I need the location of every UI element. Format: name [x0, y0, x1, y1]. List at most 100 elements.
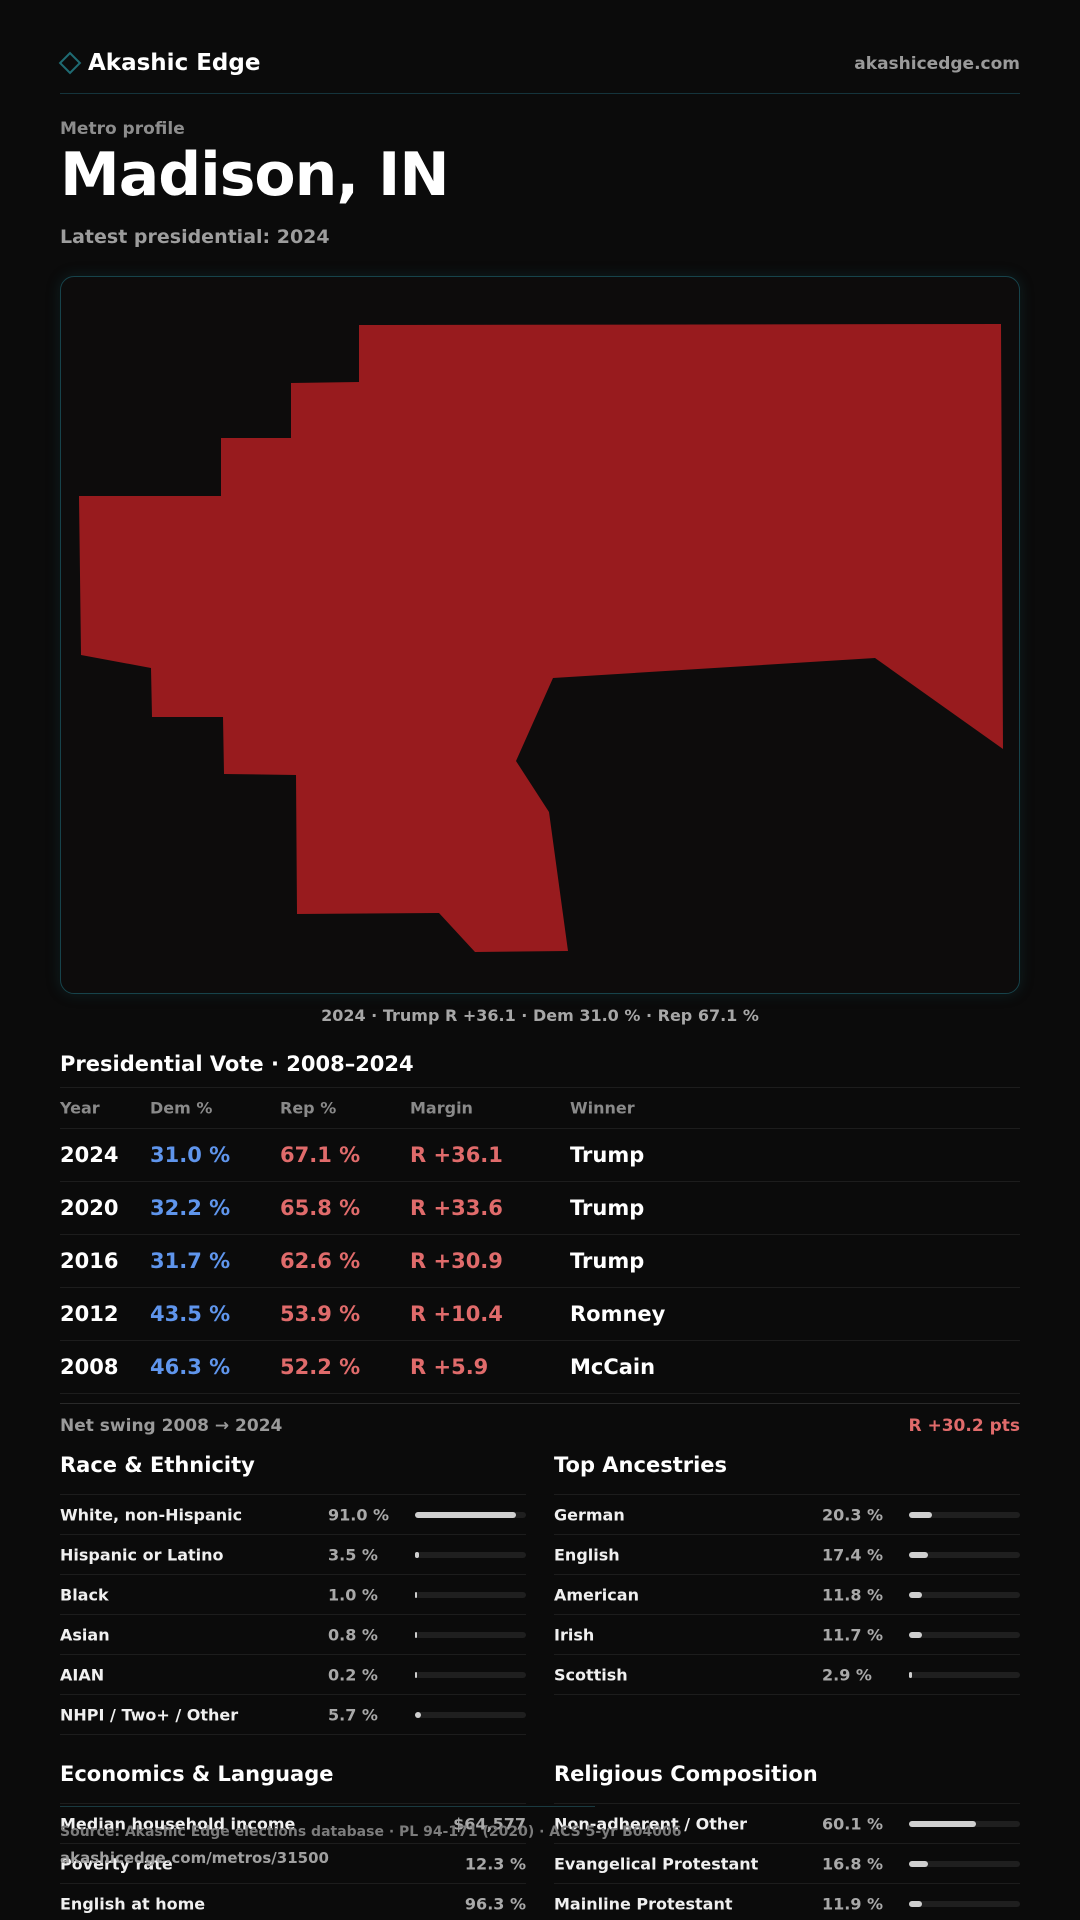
religion-title: Religious Composition — [554, 1762, 1020, 1804]
row-dem: 43.5 % — [150, 1302, 231, 1326]
col-year: Year — [60, 1098, 100, 1118]
stat-bar-fill — [415, 1671, 417, 1678]
religion-panel: Religious Composition Non-adherent / Oth… — [554, 1762, 1020, 1920]
economics-panel: Economics & Language Median household in… — [60, 1762, 526, 1920]
stat-value: 1.0 % — [328, 1585, 378, 1604]
stat-value: 5.7 % — [328, 1705, 378, 1724]
stat-value: 91.0 % — [328, 1505, 390, 1524]
table-row: 2008 46.3 % 52.2 % R +5.9 McCain — [60, 1341, 1020, 1394]
stat-label: Irish — [554, 1625, 595, 1644]
stat-bar-fill — [909, 1631, 922, 1638]
row-rep: 53.9 % — [280, 1302, 361, 1326]
row-margin: R +30.9 — [410, 1249, 503, 1273]
stat-bar-fill — [909, 1591, 923, 1598]
site-link[interactable]: akashicedge.com — [854, 54, 1020, 74]
stat-label: Poverty rate — [60, 1854, 173, 1873]
stat-bar-fill — [909, 1860, 928, 1867]
stat-value: 11.7 % — [822, 1625, 884, 1644]
stat-bar — [909, 1631, 1020, 1638]
stat-bar — [415, 1591, 526, 1598]
row-winner: Trump — [570, 1143, 645, 1167]
stat-bar — [909, 1591, 1020, 1598]
stat-bar — [415, 1711, 526, 1718]
stat-label: White, non-Hispanic — [60, 1505, 243, 1524]
stat-label: AIAN — [60, 1665, 105, 1684]
footer-divider — [60, 1806, 595, 1807]
stat-row: American 11.8 % — [554, 1575, 1020, 1615]
table-row: 2012 43.5 % 53.9 % R +10.4 Romney — [60, 1288, 1020, 1341]
stat-row: German 20.3 % — [554, 1495, 1020, 1535]
stat-value: 11.8 % — [822, 1585, 884, 1604]
page-eyebrow: Metro profile — [60, 119, 185, 139]
row-margin: R +10.4 — [410, 1302, 503, 1326]
row-year: 2012 — [60, 1302, 119, 1326]
stat-label: Non-adherent / Other — [554, 1814, 748, 1833]
row-rep: 62.6 % — [280, 1249, 361, 1273]
stat-row: Mainline Protestant 11.9 % — [554, 1884, 1020, 1920]
swing-label: Net swing 2008 → 2024 — [60, 1416, 283, 1436]
row-winner: Trump — [570, 1249, 645, 1273]
stat-value: 12.3 % — [464, 1854, 526, 1873]
stat-bar — [415, 1671, 526, 1678]
stat-label: American — [554, 1585, 639, 1604]
stat-row: Irish 11.7 % — [554, 1615, 1020, 1655]
stat-value: 3.5 % — [328, 1545, 378, 1564]
row-winner: McCain — [570, 1355, 656, 1379]
stat-label: Hispanic or Latino — [60, 1545, 224, 1564]
col-margin: Margin — [410, 1098, 473, 1118]
row-dem: 32.2 % — [150, 1196, 231, 1220]
map-caption: 2024 · Trump R +36.1 · Dem 31.0 % · Rep … — [321, 1006, 759, 1025]
presidential-title: Presidential Vote · 2008–2024 — [60, 1052, 414, 1076]
stat-bar-fill — [415, 1711, 422, 1718]
footer-url[interactable]: akashicedge.com/metros/31500 — [60, 1849, 329, 1867]
stat-value: $64,577 — [453, 1814, 526, 1833]
stat-bar — [909, 1860, 1020, 1867]
race-panel: Race & Ethnicity White, non-Hispanic 91.… — [60, 1453, 526, 1735]
row-dem: 31.7 % — [150, 1249, 231, 1273]
stat-row: Median household income $64,577 — [60, 1804, 526, 1844]
stat-bar-fill — [909, 1820, 976, 1827]
stat-bar-fill — [415, 1591, 417, 1598]
net-swing: Net swing 2008 → 2024 R +30.2 pts — [60, 1403, 1020, 1447]
race-title: Race & Ethnicity — [60, 1453, 526, 1495]
stat-bar — [909, 1820, 1020, 1827]
table-header: Year Dem % Rep % Margin Winner — [60, 1088, 1020, 1129]
stat-value: 60.1 % — [822, 1814, 884, 1833]
stat-label: Scottish — [554, 1665, 628, 1684]
presidential-table: Year Dem % Rep % Margin Winner 2024 31.0… — [60, 1087, 1020, 1394]
stat-row: English at home 96.3 % — [60, 1884, 526, 1920]
stat-bar — [415, 1631, 526, 1638]
stat-value: 2.9 % — [822, 1665, 872, 1684]
brand[interactable]: Akashic Edge — [58, 50, 261, 76]
stat-value: 17.4 % — [822, 1545, 884, 1564]
ancestry-title: Top Ancestries — [554, 1453, 1020, 1495]
row-rep: 65.8 % — [280, 1196, 361, 1220]
stat-label: Mainline Protestant — [554, 1894, 733, 1913]
row-margin: R +33.6 — [410, 1196, 503, 1220]
stat-row: Scottish 2.9 % — [554, 1655, 1020, 1695]
metro-map-svg — [79, 324, 1003, 952]
stat-bar — [909, 1900, 1020, 1907]
economics-title: Economics & Language — [60, 1762, 526, 1804]
stat-row: White, non-Hispanic 91.0 % — [60, 1495, 526, 1535]
stat-row: Hispanic or Latino 3.5 % — [60, 1535, 526, 1575]
stat-bar-fill — [909, 1511, 932, 1518]
stat-bar-fill — [415, 1551, 419, 1558]
stat-label: English — [554, 1545, 620, 1564]
col-rep: Rep % — [280, 1098, 337, 1118]
table-row: 2020 32.2 % 65.8 % R +33.6 Trump — [60, 1182, 1020, 1235]
brand-name: Akashic Edge — [88, 50, 261, 76]
row-rep: 52.2 % — [280, 1355, 361, 1379]
stat-label: English at home — [60, 1894, 206, 1913]
stat-row: AIAN 0.2 % — [60, 1655, 526, 1695]
page-subtitle: Latest presidential: 2024 — [60, 226, 330, 248]
stat-value: 11.9 % — [822, 1894, 884, 1913]
row-rep: 67.1 % — [280, 1143, 361, 1167]
metro-county-shape — [79, 324, 1003, 952]
stat-row: Non-adherent / Other 60.1 % — [554, 1804, 1020, 1844]
stat-row: Asian 0.8 % — [60, 1615, 526, 1655]
metro-map — [60, 276, 1020, 994]
stat-value: 16.8 % — [822, 1854, 884, 1873]
stat-row: Evangelical Protestant 16.8 % — [554, 1844, 1020, 1884]
stat-label: Median household income — [60, 1814, 296, 1833]
